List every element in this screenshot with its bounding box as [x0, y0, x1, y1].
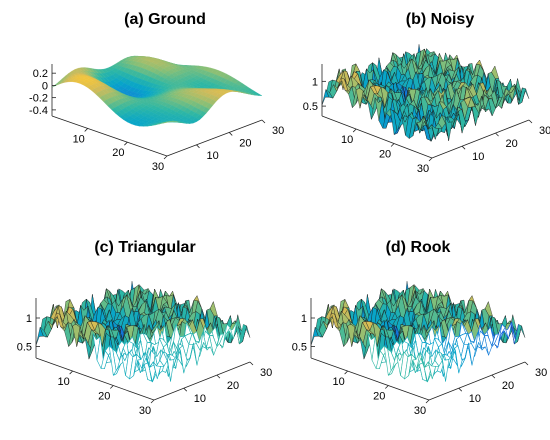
- y-tick: [216, 374, 221, 379]
- x-tick-label: 20: [373, 391, 385, 403]
- z-tick-label: 1: [301, 313, 307, 325]
- y-axis-line: [431, 119, 530, 159]
- surface-plot: [321, 44, 530, 142]
- z-tick-label: -0.2: [29, 93, 48, 105]
- x-axis-line: [321, 115, 433, 159]
- x-tick-label: 20: [98, 391, 110, 403]
- panel-ground: (a) Ground 10 20 30 10 20 30 0.20-0.2-0.4: [29, 11, 284, 173]
- surface-plot: [35, 281, 251, 383]
- y-tick-label: 10: [469, 393, 481, 405]
- x-tick: [150, 399, 155, 404]
- x-tick: [352, 128, 357, 133]
- y-tick: [491, 374, 496, 379]
- x-tick-label: 20: [112, 147, 124, 159]
- y-tick-label: 20: [227, 380, 239, 392]
- x-tick: [344, 370, 348, 375]
- surface-patch: [428, 124, 436, 140]
- x-axis-line: [51, 115, 168, 157]
- z-tick-label: 1: [26, 313, 32, 325]
- panel-title: (a) Ground: [124, 11, 206, 28]
- y-tick: [495, 132, 499, 137]
- x-tick-label: 30: [152, 161, 164, 173]
- x-tick: [84, 128, 88, 132]
- y-tick-label: 20: [502, 380, 514, 392]
- y-tick-label: 30: [260, 367, 272, 379]
- y-tick: [196, 144, 200, 149]
- y-tick: [183, 387, 188, 392]
- panel-rook: (d) Rook 10 20 30 10 20 30 1 0.5: [292, 239, 548, 417]
- x-tick: [385, 385, 389, 389]
- surface-patch: [162, 121, 171, 124]
- z-tick-label: 0: [42, 80, 48, 92]
- x-tick-label: 30: [417, 163, 429, 175]
- panel-title: (d) Rook: [386, 239, 451, 256]
- axes: 10 20 30 10 20 30 1 0.5: [303, 64, 550, 175]
- surface-patch: [149, 361, 158, 380]
- x-tick: [69, 370, 73, 375]
- y-tick-label: 10: [472, 151, 484, 163]
- y-tick-label: 20: [239, 137, 251, 149]
- x-tick: [425, 399, 430, 404]
- x-axis-line: [35, 357, 155, 401]
- z-tick-label: 0.5: [303, 101, 318, 113]
- y-tick: [228, 132, 233, 136]
- y-tick: [458, 387, 463, 392]
- panel-noisy: (b) Noisy 10 20 30 10 20 30 1 0.5: [303, 11, 550, 175]
- y-tick: [249, 361, 254, 366]
- surface-plot: [51, 55, 263, 127]
- axes: 10 20 30 10 20 30 1 0.5: [17, 298, 272, 417]
- x-axis-line: [310, 357, 430, 401]
- z-tick-label: 0.5: [292, 342, 307, 354]
- y-tick-label: 10: [194, 393, 206, 405]
- z-tick-label: -0.4: [29, 105, 48, 117]
- panel-title: (b) Noisy: [406, 11, 475, 28]
- y-tick-label: 20: [506, 138, 518, 150]
- surface-plot: [310, 281, 526, 383]
- y-axis-line: [153, 361, 251, 401]
- y-axis-line: [428, 361, 526, 401]
- x-tick-label: 10: [341, 134, 353, 146]
- x-tick-label: 10: [73, 133, 85, 145]
- x-tick-label: 30: [139, 405, 151, 417]
- x-tick: [163, 155, 168, 160]
- y-tick: [524, 361, 529, 366]
- y-tick-label: 30: [539, 125, 550, 137]
- y-tick: [261, 119, 266, 124]
- x-tick: [428, 157, 433, 162]
- x-tick-label: 30: [414, 405, 426, 417]
- x-tick: [110, 385, 114, 389]
- axes: 10 20 30 10 20 30 1 0.5: [292, 298, 547, 417]
- z-tick-label: 0.2: [33, 68, 48, 80]
- x-tick-label: 20: [379, 149, 391, 161]
- y-tick: [461, 145, 466, 150]
- panel-triangular: (c) Triangular 10 20 30 10 20 30 1 0.5: [17, 239, 273, 417]
- axes: 10 20 30 10 20 30 0.20-0.2-0.4: [29, 64, 284, 173]
- x-tick: [390, 143, 395, 147]
- y-tick-label: 10: [206, 150, 218, 162]
- x-tick-label: 10: [57, 376, 69, 388]
- panel-title: (c) Triangular: [94, 239, 195, 256]
- y-tick-label: 30: [535, 367, 547, 379]
- y-tick-label: 30: [272, 125, 284, 137]
- surface-patch: [424, 361, 433, 380]
- z-tick-label: 1: [312, 76, 318, 88]
- x-tick-label: 10: [332, 376, 344, 388]
- y-tick: [528, 119, 533, 124]
- y-axis-line: [166, 119, 263, 157]
- z-tick-label: 0.5: [17, 342, 32, 354]
- x-tick: [124, 141, 128, 146]
